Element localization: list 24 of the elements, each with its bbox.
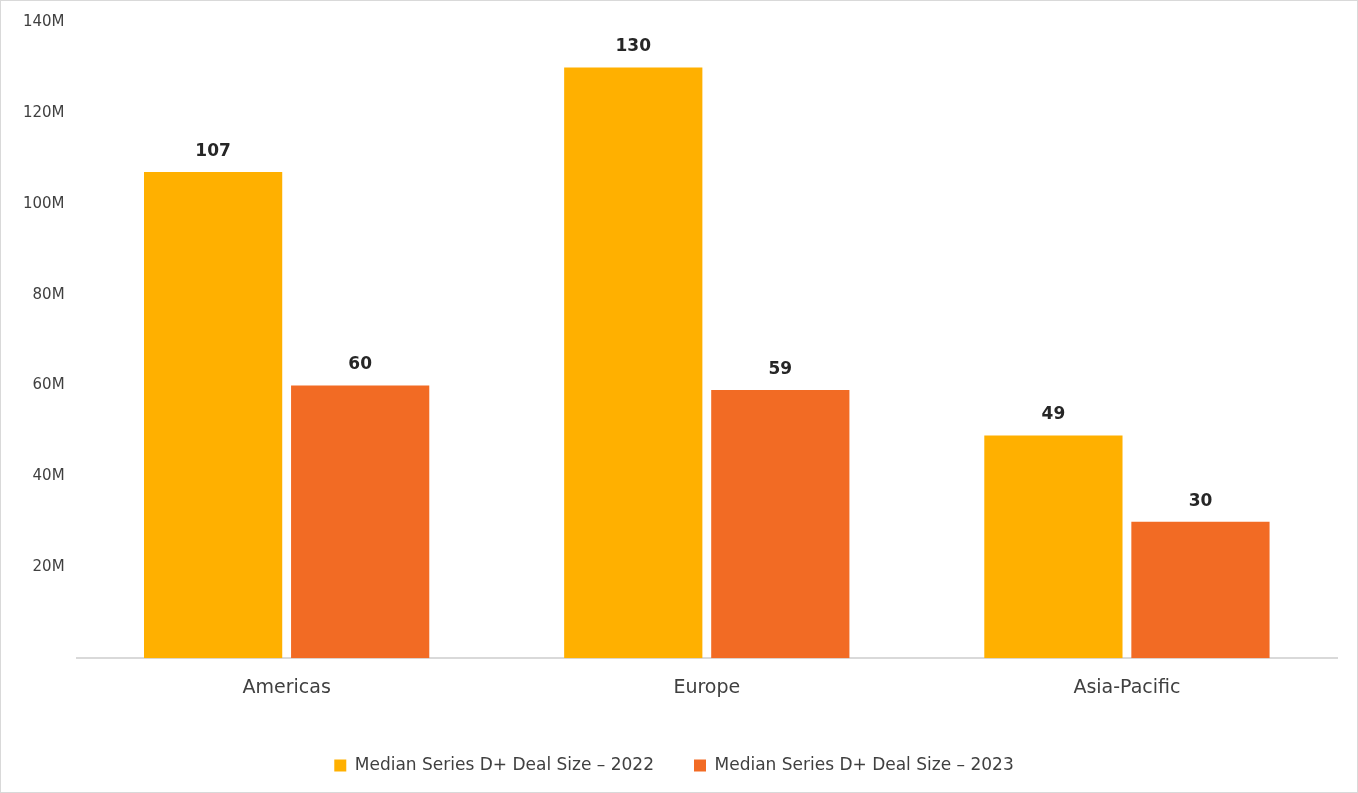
legend-label: Median Series D+ Deal Size – 2023 [714, 753, 1014, 774]
data-label: 60 [348, 353, 373, 374]
data-label: 107 [195, 139, 231, 160]
x-tick-label: Americas [242, 674, 331, 697]
legend-label: Median Series D+ Deal Size – 2022 [354, 753, 654, 774]
y-tick-label: 140M [22, 11, 65, 30]
bar [564, 67, 703, 659]
data-label: 30 [1188, 489, 1213, 510]
y-tick-label: 120M [22, 102, 65, 121]
data-label: 59 [768, 358, 793, 379]
y-tick-label: 20M [32, 557, 65, 576]
data-label: 49 [1041, 403, 1066, 424]
y-tick-label: 60M [32, 375, 65, 394]
bar [1131, 521, 1270, 659]
x-tick-label: Asia-Pacific [1073, 674, 1181, 697]
y-tick-label: 80M [32, 284, 65, 303]
y-tick-label: 40M [32, 466, 65, 485]
bar [984, 435, 1123, 659]
y-tick-label: 100M [22, 193, 65, 212]
bar [144, 171, 283, 659]
bar [291, 385, 430, 659]
bar [711, 390, 850, 659]
data-label: 130 [615, 35, 652, 56]
x-tick-label: Europe [673, 674, 741, 697]
